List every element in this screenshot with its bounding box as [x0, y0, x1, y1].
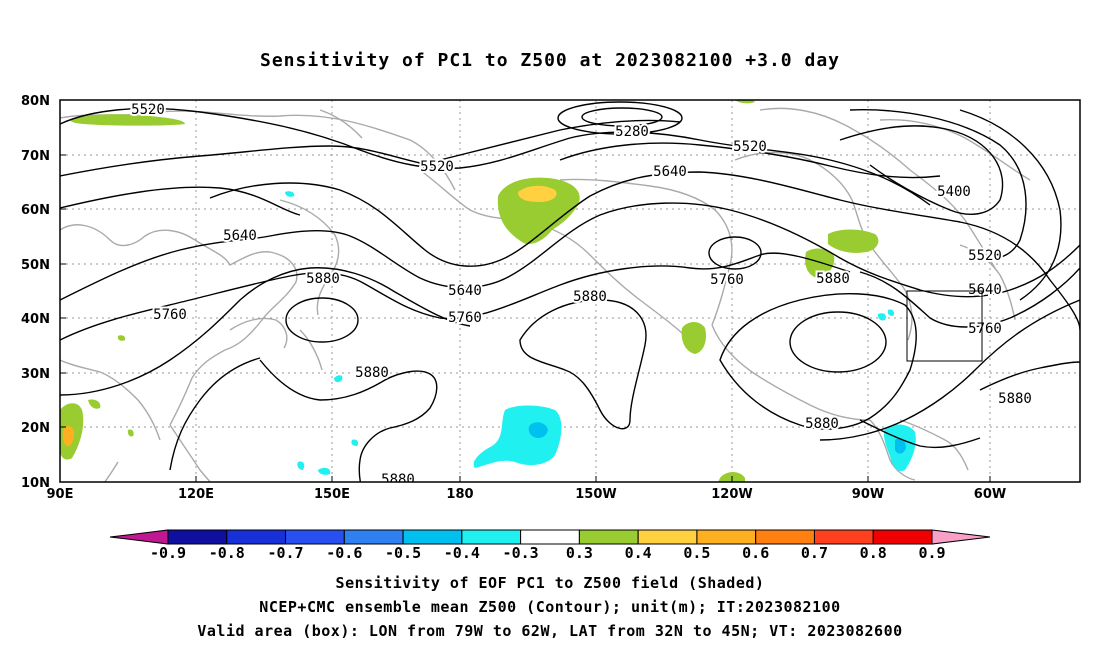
- lat-label: 60N: [21, 203, 50, 218]
- colorbar-swatch: [343, 529, 404, 545]
- colorbar-high-extension: [931, 529, 991, 545]
- lon-label: 60W: [974, 487, 1006, 502]
- colorbar-swatch: [402, 529, 463, 545]
- contour-label: 5640: [223, 228, 257, 244]
- colorbar-swatch: [696, 529, 757, 545]
- colorbar-tick-label: -0.9: [150, 544, 186, 562]
- colorbar-swatch: [461, 529, 522, 545]
- colorbar-labels: -0.9 -0.8 -0.7 -0.6 -0.5 -0.4 -0.3 0.3 0.4 0.5 0.6…: [150, 544, 946, 562]
- map-title: Sensitivity of PC1 to Z500 at 2023082100…: [259, 50, 840, 71]
- lon-label: 150W: [575, 487, 616, 502]
- lat-label: 80N: [21, 94, 50, 109]
- caption-line-3: Valid area (box): LON from 79W to 62W, L…: [197, 622, 903, 640]
- colorbar-swatch: [755, 529, 815, 545]
- colorbar-swatch: [813, 529, 874, 545]
- colorbar-low-extension: [109, 529, 169, 545]
- lon-label: 90E: [47, 487, 74, 502]
- colorbar-tick-label: 0.9: [918, 544, 945, 562]
- lon-label: 150E: [314, 487, 350, 502]
- contour-label: 5640: [968, 282, 1002, 298]
- colorbar-swatch: [226, 529, 287, 545]
- colorbar-swatch: [872, 529, 933, 545]
- colorbar-swatch: [637, 529, 698, 545]
- contour-label: 5520: [420, 159, 454, 175]
- colorbar-tick-label: 0.6: [742, 544, 769, 562]
- lat-label: 10N: [21, 476, 50, 491]
- lon-label: 120E: [178, 487, 214, 502]
- contour-label: 5760: [448, 310, 482, 326]
- map-frame: [59, 99, 1081, 483]
- lat-label: 50N: [21, 258, 50, 273]
- colorbar-swatch: [520, 529, 580, 545]
- colorbar: [109, 529, 991, 545]
- contour-label: 5880: [805, 416, 839, 432]
- colorbar-tick-label: -0.8: [209, 544, 245, 562]
- contour-label: 5520: [968, 248, 1002, 264]
- sensitivity-shading: [60, 100, 916, 482]
- axis-ticks: [60, 99, 991, 482]
- contour-label: 5880: [998, 391, 1032, 407]
- caption-line-2: NCEP+CMC ensemble mean Z500 (Contour); u…: [259, 598, 841, 616]
- contour-label: 5880: [306, 271, 340, 287]
- contour-label: 5640: [448, 283, 482, 299]
- contour-label: 5760: [968, 321, 1002, 337]
- colorbar-tick-label: 0.4: [625, 544, 652, 562]
- contour-labels: 5520 5280 5520 5520 5640 5400 5640 5520 …: [129, 100, 1034, 488]
- contour-label: 5400: [937, 184, 971, 200]
- contour-label: 5880: [816, 271, 850, 287]
- contour-label: 5520: [733, 139, 767, 155]
- lat-label: 20N: [21, 421, 50, 436]
- colorbar-tick-label: 0.7: [801, 544, 828, 562]
- contour-label: 5880: [355, 365, 389, 381]
- caption-line-1: Sensitivity of EOF PC1 to Z500 field (Sh…: [335, 574, 765, 592]
- longitude-labels: 90E 120E 150E 180 150W 120W 90W 60W: [47, 487, 1007, 502]
- lon-label: 120W: [711, 487, 752, 502]
- colorbar-swatch: [167, 529, 228, 545]
- colorbar-tick-label: -0.3: [503, 544, 539, 562]
- lat-label: 30N: [21, 367, 50, 382]
- lon-label: 90W: [852, 487, 884, 502]
- contour-label: 5520: [131, 102, 165, 118]
- colorbar-tick-label: 0.5: [683, 544, 710, 562]
- contour-label: 5760: [153, 307, 187, 323]
- lon-label: 180: [446, 487, 473, 502]
- colorbar-tick-label: 0.3: [566, 544, 593, 562]
- contour-label: 5880: [573, 289, 607, 305]
- colorbar-tick-label: -0.6: [326, 544, 362, 562]
- contour-label: 5880: [381, 472, 415, 488]
- colorbar-swatch: [285, 529, 345, 545]
- z500-contours: [60, 101, 1080, 482]
- colorbar-tick-label: -0.5: [385, 544, 421, 562]
- contour-label: 5760: [710, 272, 744, 288]
- contour-label: 5640: [653, 164, 687, 180]
- colorbar-swatch: [578, 529, 639, 545]
- lat-label: 70N: [21, 149, 50, 164]
- colorbar-tick-label: -0.7: [267, 544, 303, 562]
- valid-area-box: [906, 290, 983, 362]
- latitude-labels: 80N 70N 60N 50N 40N 30N 20N 10N: [21, 94, 50, 491]
- contour-label: 5280: [615, 124, 649, 140]
- lat-label: 40N: [21, 312, 50, 327]
- colorbar-tick-label: -0.4: [444, 544, 480, 562]
- colorbar-tick-label: 0.8: [860, 544, 887, 562]
